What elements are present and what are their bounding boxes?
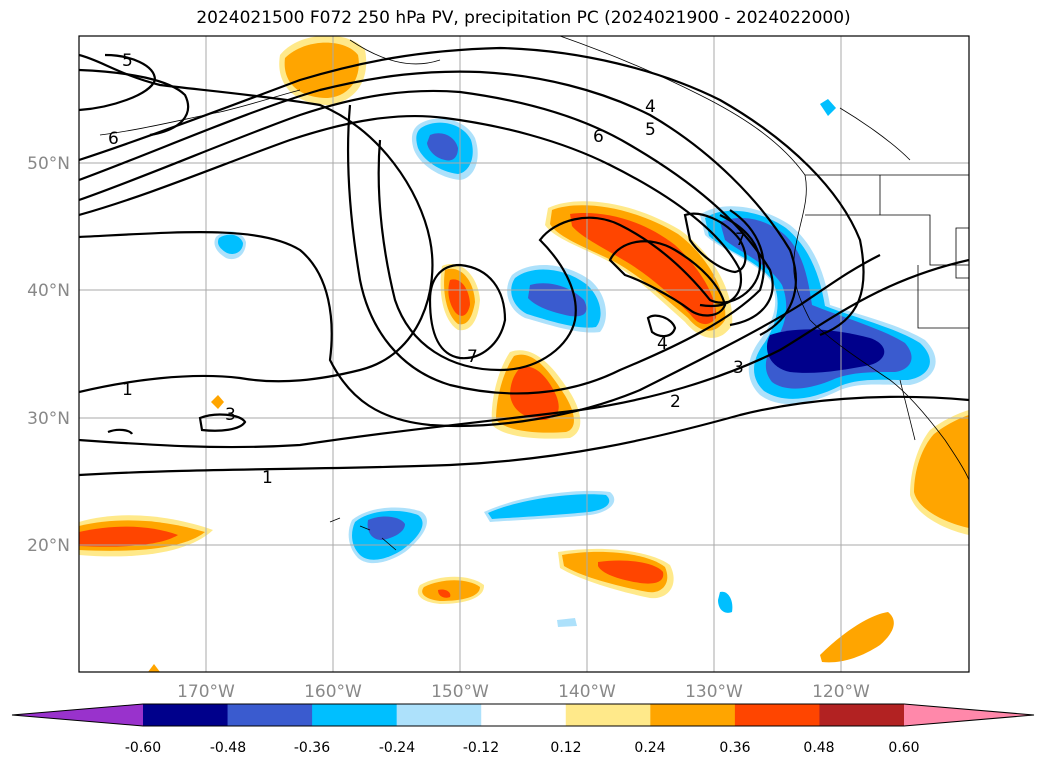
precip-shading xyxy=(79,36,969,672)
contour-line xyxy=(107,428,133,435)
contour-line xyxy=(79,114,743,308)
contour-line xyxy=(79,53,157,112)
colorbar-extend-high xyxy=(904,704,1034,726)
precip-positive-area xyxy=(448,279,470,316)
precip-positive-area xyxy=(79,526,178,547)
contour-line xyxy=(646,314,677,338)
colorbar-tick-label: -0.12 xyxy=(463,740,499,756)
contour-labels: 5 6 4 5 6 7 7 4 3 3 2 1 1 xyxy=(108,51,746,488)
precip-positive-area xyxy=(914,415,969,528)
precip-negative-area xyxy=(427,133,458,161)
map-panel: 5 6 4 5 6 7 7 4 3 3 2 1 1 xyxy=(79,36,969,672)
colorbar-tick-label: 0.48 xyxy=(803,740,834,756)
colorbar-segment xyxy=(143,704,229,726)
colorbar-outline xyxy=(11,703,1035,727)
lon-tick-label: 160°W xyxy=(304,682,362,702)
colorbar-tick-label: 0.60 xyxy=(888,740,919,756)
colorbar-tick-label: -0.36 xyxy=(294,740,330,756)
lon-axis-labels: 170°W 160°W 150°W 140°W 130°W 120°W xyxy=(177,682,870,702)
colorbar-tick-label: 0.24 xyxy=(634,740,665,756)
contour-label: 6 xyxy=(108,129,119,149)
lat-tick-label: 40°N xyxy=(27,281,70,301)
contour-line xyxy=(79,231,881,428)
lat-axis-labels: 50°N 40°N 30°N 20°N xyxy=(27,154,70,556)
colorbar-tick-label: -0.48 xyxy=(210,740,246,756)
contour-label: 1 xyxy=(122,380,133,400)
precip-positive-area xyxy=(148,664,160,672)
lon-tick-label: 140°W xyxy=(558,682,616,702)
precip-negative-area xyxy=(217,234,243,254)
lat-tick-label: 30°N xyxy=(27,409,70,429)
contour-label: 1 xyxy=(262,468,273,488)
colorbar-segment xyxy=(227,704,313,726)
colorbar-segment xyxy=(650,704,736,726)
colorbar-segment xyxy=(819,704,905,726)
lon-tick-label: 150°W xyxy=(431,682,489,702)
contour-label: 6 xyxy=(593,127,604,147)
contour-label: 4 xyxy=(657,334,668,354)
precip-positive-area xyxy=(820,612,894,663)
contour-line xyxy=(79,53,434,394)
precip-positive-area xyxy=(422,580,480,601)
precip-negative-area xyxy=(367,516,405,540)
precip-negative-area xyxy=(557,618,577,627)
gridlines xyxy=(79,36,969,672)
contour-line xyxy=(346,104,765,395)
contour-line xyxy=(79,46,865,337)
precip-positive-area xyxy=(438,589,451,598)
colorbar-tick-label: -0.24 xyxy=(379,740,415,756)
map-frame xyxy=(78,35,970,673)
precip-negative-area xyxy=(718,591,733,613)
colorbar xyxy=(11,703,1035,727)
contour-line xyxy=(79,70,797,336)
contour-line xyxy=(79,89,774,327)
map-title: 2024021500 F072 250 hPa PV, precipitatio… xyxy=(196,8,851,28)
colorbar-tick-label: 0.12 xyxy=(550,740,581,756)
precip-negative-area xyxy=(820,99,836,116)
precip-positive-area xyxy=(570,213,717,325)
lon-tick-label: 130°W xyxy=(685,682,743,702)
colorbar-segment xyxy=(396,704,482,726)
precip-positive-area xyxy=(598,560,664,584)
pv-contours xyxy=(79,46,969,477)
precip-negative-area xyxy=(488,494,610,519)
lon-tick-label: 170°W xyxy=(177,682,235,702)
colorbar-segment xyxy=(481,704,567,726)
contour-line xyxy=(79,68,190,137)
contour-line xyxy=(79,395,969,477)
contour-label: 7 xyxy=(467,347,478,367)
contour-label: 5 xyxy=(645,120,656,140)
colorbar-tick-label: -0.60 xyxy=(125,740,161,756)
contour-label: 3 xyxy=(225,405,236,425)
contour-line xyxy=(377,139,762,372)
colorbar-segment xyxy=(734,704,820,726)
colorbar-segment xyxy=(312,704,398,726)
contour-label: 2 xyxy=(670,392,681,412)
lon-tick-label: 120°W xyxy=(812,682,870,702)
precip-positive-area xyxy=(211,395,224,409)
contour-line xyxy=(198,413,247,432)
colorbar-extend-low xyxy=(12,704,143,726)
contour-line xyxy=(683,212,747,274)
contour-label: 7 xyxy=(735,230,746,250)
colorbar-tick-labels: -0.60 -0.48 -0.36 -0.24 -0.12 0.12 0.24 … xyxy=(125,740,920,756)
lat-tick-label: 20°N xyxy=(27,536,70,556)
colorbar-segment xyxy=(565,704,651,726)
contour-label: 3 xyxy=(733,358,744,378)
contour-line xyxy=(608,240,727,317)
contour-label: 5 xyxy=(122,51,133,71)
colorbar-tick-label: 0.36 xyxy=(719,740,750,756)
lat-tick-label: 50°N xyxy=(27,154,70,174)
contour-line xyxy=(428,263,507,360)
contour-label: 4 xyxy=(645,97,656,117)
